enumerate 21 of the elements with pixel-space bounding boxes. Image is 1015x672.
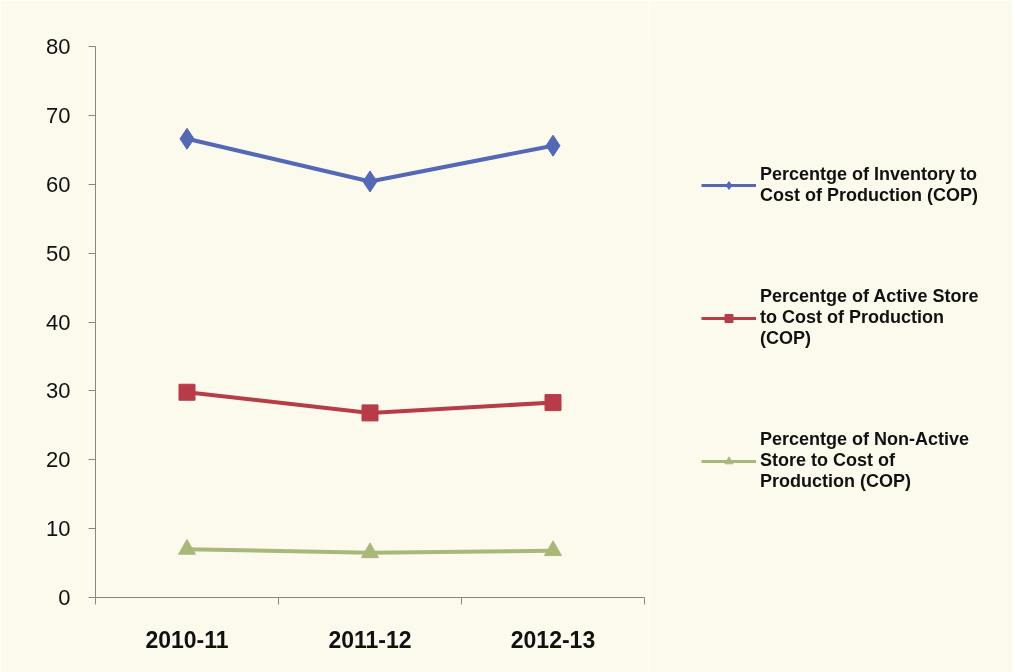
y-tick-label: 80 bbox=[46, 34, 71, 59]
legend-label: Percentge of Inventory to Cost of Production (COP) bbox=[760, 164, 978, 206]
x-tick-label: 2011-12 bbox=[328, 626, 412, 653]
point bbox=[178, 383, 196, 401]
x-tick-label: 2010-11 bbox=[145, 626, 229, 653]
y-tick-label: 30 bbox=[46, 378, 71, 404]
y-tick-label: 70 bbox=[46, 102, 71, 128]
y-tick-label: 10 bbox=[46, 516, 71, 542]
y-tick-label: 50 bbox=[46, 240, 71, 266]
point bbox=[361, 404, 379, 422]
y-tick-label: 20 bbox=[46, 447, 71, 473]
point bbox=[361, 542, 379, 559]
legend-label: Percentge of Non-Active Store to Cost of Production (COP) bbox=[760, 429, 970, 492]
point bbox=[544, 394, 562, 412]
y-tick-label: 40 bbox=[46, 309, 71, 335]
point bbox=[178, 538, 196, 555]
y-tick-label: 0 bbox=[58, 585, 71, 610]
legend-label: Percentge of Active Store to Cost of Production (COP) bbox=[760, 286, 979, 349]
point bbox=[544, 540, 562, 557]
x-tick-label: 2012-13 bbox=[510, 626, 596, 653]
y-tick-label: 60 bbox=[46, 171, 71, 197]
